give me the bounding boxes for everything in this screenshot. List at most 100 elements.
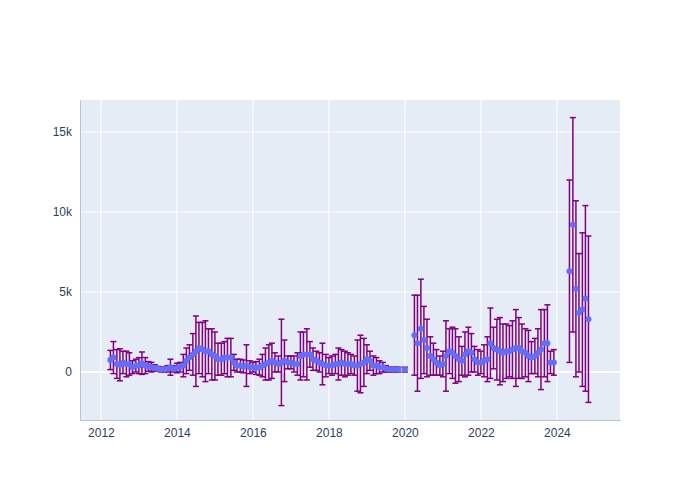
error-bar-cap	[190, 333, 196, 335]
error-bar-cap	[547, 373, 553, 375]
x-tick-label: 2022	[468, 426, 495, 440]
error-bar-cap	[459, 374, 465, 376]
error-bar-cap	[357, 392, 363, 394]
error-bar-cap	[110, 373, 116, 375]
x-tick: 2024	[544, 420, 571, 440]
error-bar-cap	[288, 368, 294, 370]
error-bar-cap	[437, 355, 443, 357]
error-bar-cap	[481, 376, 487, 378]
error-bar-cap	[462, 331, 468, 333]
error-bar-cap	[228, 338, 234, 340]
error-bar-cap	[240, 359, 246, 361]
error-bar-cap	[193, 315, 199, 317]
error-bar	[361, 338, 367, 386]
error-bar-cap	[579, 386, 585, 388]
point	[484, 356, 490, 362]
error-bar-cap	[430, 342, 436, 344]
error-bar-cap	[478, 373, 484, 375]
point	[585, 316, 591, 322]
error-bar-cap	[196, 373, 202, 375]
error-bar-cap	[573, 200, 579, 202]
error-bar-cap	[494, 379, 500, 381]
error-bar-cap	[465, 374, 471, 376]
error-bar	[421, 306, 427, 373]
error-bar-cap	[440, 376, 446, 378]
error-bar-cap	[342, 376, 348, 378]
y-tick-label: 0	[65, 365, 72, 379]
error-bar-cap	[551, 349, 557, 351]
error-bar-cap	[494, 318, 500, 320]
error-bar	[110, 342, 116, 374]
point	[544, 340, 550, 346]
x-tick: 2016	[240, 420, 267, 440]
error-bar	[570, 118, 576, 332]
y-tick: 5k	[59, 285, 80, 299]
error-bar	[582, 206, 588, 392]
x-axis-line	[81, 420, 621, 421]
point	[402, 367, 408, 373]
error-bar-cap	[120, 373, 126, 375]
error-bar-cap	[566, 362, 572, 364]
error-bar-cap	[221, 373, 227, 375]
grid-line	[328, 100, 329, 420]
error-bar-cap	[107, 350, 113, 352]
error-bar-cap	[490, 326, 496, 328]
error-bar-cap	[250, 371, 256, 373]
error-bar-cap	[259, 376, 265, 378]
error-bar-cap	[411, 374, 417, 376]
error-bar-cap	[535, 376, 541, 378]
grid-line	[80, 212, 620, 213]
error-bar-cap	[186, 344, 192, 346]
error-bar-cap	[513, 386, 519, 388]
error-bar	[193, 316, 199, 386]
error-bar-cap	[202, 381, 208, 383]
error-bar-cap	[484, 381, 490, 383]
error-bar-cap	[253, 361, 259, 363]
error-bar-cap	[209, 328, 215, 330]
error-bar-cap	[231, 370, 237, 372]
x-tick-label: 2016	[240, 426, 267, 440]
error-bar-cap	[338, 374, 344, 376]
error-bar-cap	[475, 349, 481, 351]
error-bar-cap	[437, 374, 443, 376]
error-bar-cap	[110, 341, 116, 343]
error-bar-cap	[342, 350, 348, 352]
error-bar-cap	[367, 370, 373, 372]
error-bar	[395, 367, 401, 372]
error-bar-cap	[364, 373, 370, 375]
error-bar-cap	[440, 350, 446, 352]
error-bar-cap	[414, 390, 420, 392]
error-bar-cap	[585, 402, 591, 404]
error-bar-cap	[573, 376, 579, 378]
error-bar-cap	[516, 317, 522, 319]
error-bar	[190, 334, 196, 376]
error-bar-cap	[262, 347, 268, 349]
x-tick: 2014	[164, 420, 191, 440]
point	[582, 295, 588, 301]
y-tick: 0	[65, 365, 80, 379]
error-bar-cap	[190, 374, 196, 376]
error-bar-cap	[183, 373, 189, 375]
error-bar-cap	[513, 309, 519, 311]
error-bar	[566, 180, 572, 362]
error-bar-cap	[509, 378, 515, 380]
point	[418, 326, 424, 332]
error-bar	[551, 350, 557, 376]
error-bar-cap	[291, 355, 297, 357]
error-bar-cap	[509, 320, 515, 322]
error-bar-cap	[361, 338, 367, 340]
error-bar-cap	[307, 341, 313, 343]
error-bar-cap	[446, 373, 452, 375]
error-bar-cap	[332, 354, 338, 356]
y-axis: 05k10k15k	[53, 101, 81, 421]
error-bar-cap	[376, 373, 382, 375]
error-bar-cap	[443, 320, 449, 322]
error-bar-cap	[313, 370, 319, 372]
error-bar-cap	[177, 371, 183, 373]
x-tick-label: 2018	[316, 426, 343, 440]
error-bar-cap	[471, 371, 477, 373]
point	[570, 222, 576, 228]
error-bar-cap	[370, 374, 376, 376]
y-tick-label: 15k	[53, 125, 73, 139]
error-bar	[532, 338, 538, 373]
